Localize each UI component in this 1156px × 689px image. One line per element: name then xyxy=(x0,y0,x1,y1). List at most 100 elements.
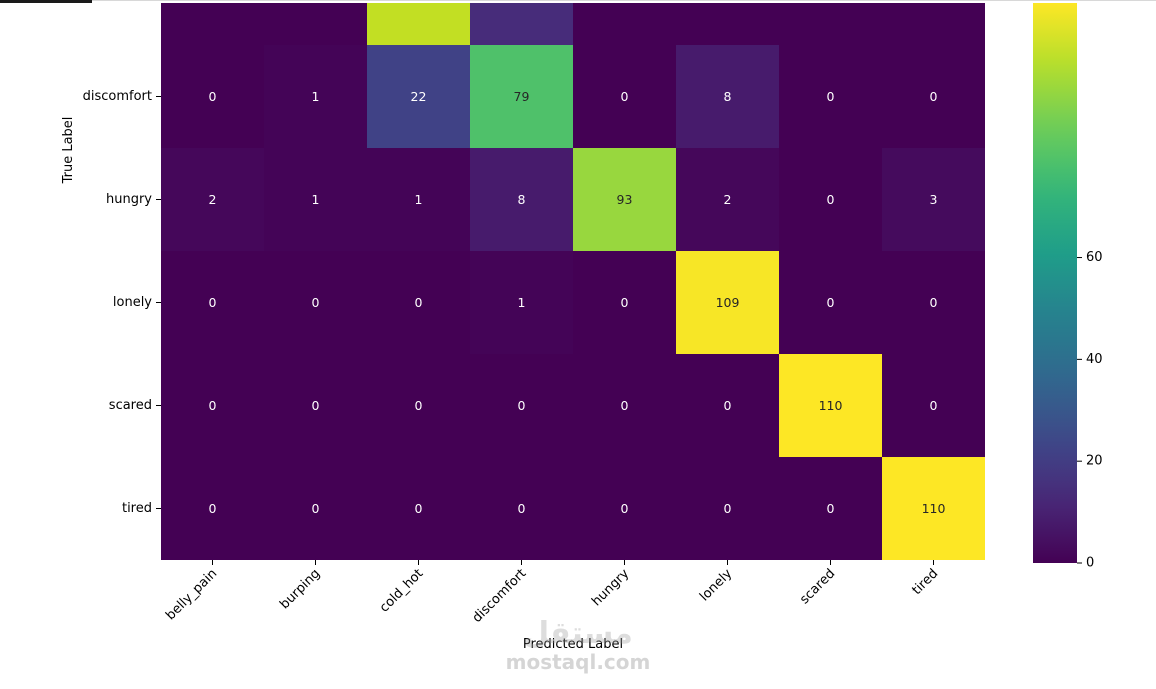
heatmap-cell xyxy=(882,354,985,457)
heatmap-cell xyxy=(882,457,985,560)
heatmap-cell xyxy=(882,251,985,354)
heatmap-cell-value: 0 xyxy=(621,501,629,516)
heatmap-cell-value: 1 xyxy=(312,192,320,207)
heatmap-cell-partial xyxy=(264,3,367,45)
page-top-tab-marker xyxy=(0,0,92,3)
heatmap-cell xyxy=(161,251,264,354)
heatmap-cell xyxy=(573,45,676,148)
heatmap-cell-value: 0 xyxy=(827,501,835,516)
heatmap-cell-value: 0 xyxy=(209,398,217,413)
heatmap-cell-value: 22 xyxy=(411,89,427,104)
heatmap-cell-value: 0 xyxy=(724,501,732,516)
heatmap-cell xyxy=(779,45,882,148)
heatmap-cell-value: 1 xyxy=(518,295,526,310)
y-tick-label: tired xyxy=(122,501,152,516)
heatmap-cell-partial xyxy=(470,3,573,45)
heatmap-cell xyxy=(676,251,779,354)
heatmap-cell-value: 3 xyxy=(930,192,938,207)
heatmap-cell-value: 0 xyxy=(209,295,217,310)
heatmap-cell xyxy=(676,354,779,457)
heatmap-cell xyxy=(264,148,367,251)
heatmap-cell xyxy=(367,251,470,354)
heatmap-cell xyxy=(264,251,367,354)
page-top-border xyxy=(0,0,1156,1)
heatmap-cells xyxy=(161,3,985,560)
heatmap-cell xyxy=(367,45,470,148)
heatmap-cell-value: 1 xyxy=(312,89,320,104)
heatmap-cell-value: 0 xyxy=(827,295,835,310)
heatmap-cell-value: 0 xyxy=(930,398,938,413)
heatmap-cell xyxy=(161,354,264,457)
heatmap-cell xyxy=(573,251,676,354)
heatmap-cell-value: 0 xyxy=(724,398,732,413)
y-axis-label: True Label xyxy=(61,117,76,185)
heatmap-cell-value: 110 xyxy=(922,501,946,516)
heatmap-cell-partial xyxy=(676,3,779,45)
x-tick-label: discomfort xyxy=(470,566,530,626)
heatmap-cell xyxy=(367,354,470,457)
heatmap-cell-value: 0 xyxy=(312,501,320,516)
heatmap-cell-value: 0 xyxy=(518,501,526,516)
y-tick-label: scared xyxy=(109,398,152,413)
heatmap-cell xyxy=(470,354,573,457)
heatmap-cell-value: 1 xyxy=(415,192,423,207)
heatmap-cell xyxy=(882,45,985,148)
heatmap-cell xyxy=(779,457,882,560)
heatmap-cell-value: 109 xyxy=(716,295,740,310)
heatmap-cell xyxy=(264,457,367,560)
x-tick-label: cold_hot xyxy=(377,566,426,615)
colorbar-gradient xyxy=(1033,3,1077,563)
heatmap-cell-value: 2 xyxy=(724,192,732,207)
heatmap-cell-value: 0 xyxy=(312,398,320,413)
heatmap-cell-value: 110 xyxy=(819,398,843,413)
x-axis-ticks: belly_pain burping cold_hot discomfort hungr… xyxy=(163,560,941,626)
heatmap-cell-value: 8 xyxy=(518,192,526,207)
y-tick-label: hungry xyxy=(106,192,152,207)
heatmap-cell-value: 8 xyxy=(724,89,732,104)
heatmap-cell-partial xyxy=(161,3,264,45)
x-tick-label: hungry xyxy=(589,566,632,609)
heatmap-cell xyxy=(779,251,882,354)
heatmap-cell xyxy=(367,457,470,560)
x-tick-label: scared xyxy=(797,566,838,607)
x-tick-label: lonely xyxy=(697,566,735,604)
heatmap-cell xyxy=(573,354,676,457)
heatmap-cell-value: 0 xyxy=(930,295,938,310)
heatmap-cell xyxy=(779,148,882,251)
heatmap-cell xyxy=(161,148,264,251)
heatmap-cell xyxy=(573,148,676,251)
y-axis-ticks: discomfort hungry lonely scared tired xyxy=(83,89,161,516)
heatmap-cell-partial xyxy=(573,3,676,45)
heatmap-cell xyxy=(882,148,985,251)
x-tick-label: burping xyxy=(277,566,323,612)
heatmap-cell-value: 0 xyxy=(621,295,629,310)
heatmap-cell-value: 0 xyxy=(312,295,320,310)
heatmap-cell xyxy=(676,148,779,251)
heatmap-cell-value: 79 xyxy=(514,89,530,104)
heatmap-cell xyxy=(161,457,264,560)
colorbar-tick-label: 60 xyxy=(1086,250,1103,265)
heatmap-cell-partial xyxy=(367,3,470,45)
y-tick-label: lonely xyxy=(113,295,152,310)
heatmap-cell-value: 0 xyxy=(209,501,217,516)
heatmap-cell-labels: 0 1 22 79 0 8 0 0 2 1 1 8 93 2 0 3 0 0 0 1 0 109 0 0 0 0 0 0 0 0 110 0 0… xyxy=(209,89,946,516)
heatmap-cell-value: 2 xyxy=(209,192,217,207)
colorbar-tick-label: 0 xyxy=(1086,556,1094,571)
heatmap-cell-value: 0 xyxy=(518,398,526,413)
y-tick-label: discomfort xyxy=(83,89,152,104)
heatmap-cell-value: 0 xyxy=(415,398,423,413)
heatmap-cell-partial xyxy=(882,3,985,45)
heatmap-cell xyxy=(470,251,573,354)
heatmap-cell-value: 93 xyxy=(617,192,633,207)
heatmap-cell xyxy=(470,148,573,251)
heatmap-cell xyxy=(264,45,367,148)
heatmap-cell-value: 0 xyxy=(827,192,835,207)
heatmap-cell xyxy=(676,457,779,560)
x-tick-label: tired xyxy=(909,566,941,598)
heatmap-cell-value: 0 xyxy=(209,89,217,104)
heatmap-cell xyxy=(161,45,264,148)
heatmap-cell xyxy=(676,45,779,148)
heatmap-cell xyxy=(264,354,367,457)
heatmap-cell-value: 0 xyxy=(621,398,629,413)
colorbar-tick-label: 40 xyxy=(1086,352,1103,367)
